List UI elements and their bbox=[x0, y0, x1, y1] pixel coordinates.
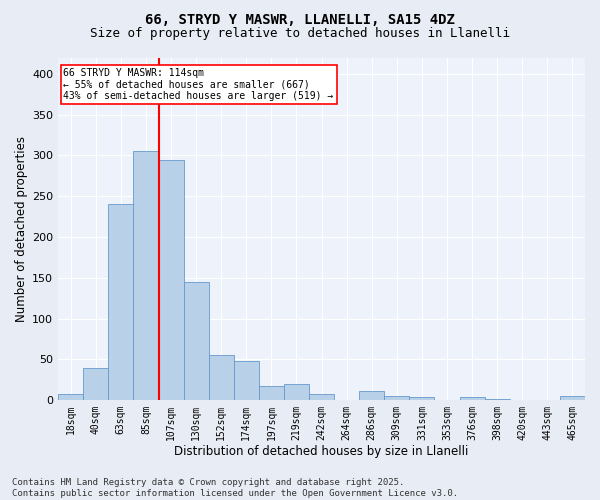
Bar bbox=[109, 204, 133, 400]
Text: 66, STRYD Y MASWR, LLANELLI, SA15 4DZ: 66, STRYD Y MASWR, LLANELLI, SA15 4DZ bbox=[145, 12, 455, 26]
Bar bbox=[58, 394, 83, 400]
Bar bbox=[309, 394, 334, 400]
Bar bbox=[284, 384, 309, 400]
Bar bbox=[234, 361, 259, 400]
Bar bbox=[359, 391, 384, 400]
Bar bbox=[184, 282, 209, 400]
Bar bbox=[158, 160, 184, 400]
Bar bbox=[460, 397, 485, 400]
Text: Contains HM Land Registry data © Crown copyright and database right 2025.
Contai: Contains HM Land Registry data © Crown c… bbox=[12, 478, 458, 498]
Y-axis label: Number of detached properties: Number of detached properties bbox=[15, 136, 28, 322]
Text: 66 STRYD Y MASWR: 114sqm
← 55% of detached houses are smaller (667)
43% of semi-: 66 STRYD Y MASWR: 114sqm ← 55% of detach… bbox=[64, 68, 334, 101]
Text: Size of property relative to detached houses in Llanelli: Size of property relative to detached ho… bbox=[90, 28, 510, 40]
Bar bbox=[133, 152, 158, 400]
Bar bbox=[560, 396, 585, 400]
X-axis label: Distribution of detached houses by size in Llanelli: Distribution of detached houses by size … bbox=[175, 444, 469, 458]
Bar bbox=[83, 368, 109, 400]
Bar bbox=[384, 396, 409, 400]
Bar bbox=[209, 356, 234, 400]
Bar bbox=[259, 386, 284, 400]
Bar bbox=[409, 397, 434, 400]
